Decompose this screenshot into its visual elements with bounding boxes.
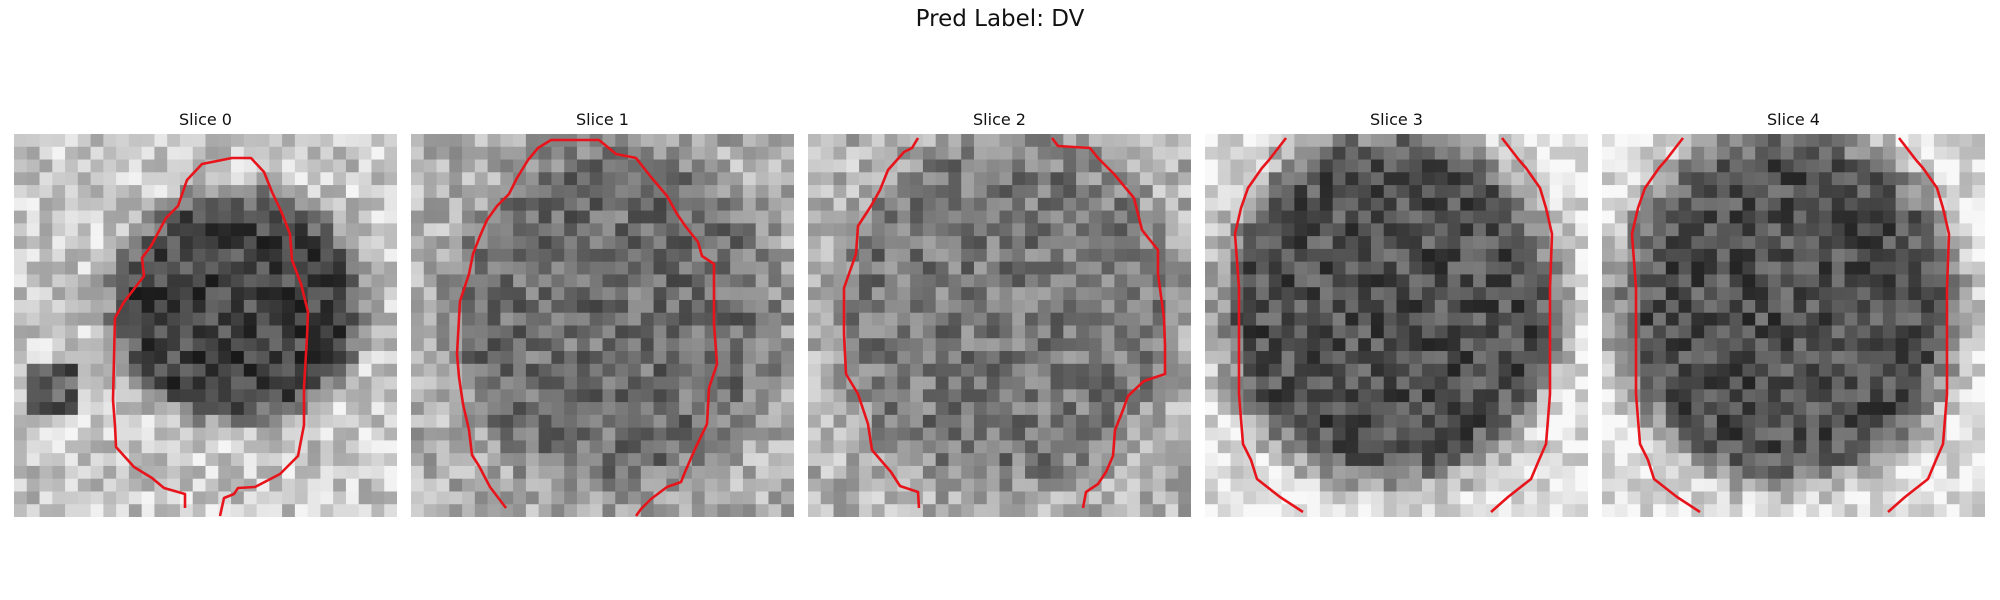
- segmentation-contour: [1490, 137, 1554, 513]
- segmentation-contour: [1233, 137, 1304, 514]
- slice-title: Slice 1: [576, 110, 629, 129]
- slice-image: [411, 134, 794, 517]
- slice-image: [1205, 134, 1588, 517]
- slice-image: [808, 134, 1191, 517]
- segmentation-contour: [111, 156, 310, 517]
- slice-title: Slice 4: [1767, 110, 1820, 129]
- segmentation-contour: [1050, 137, 1167, 509]
- segmentation-contour: [842, 137, 921, 509]
- segmentation-contour: [455, 138, 719, 517]
- slice-title: Slice 2: [973, 110, 1026, 129]
- segmentation-contour: [1630, 137, 1701, 514]
- slice-title: Slice 0: [179, 110, 232, 129]
- slice-image: [1602, 134, 1985, 517]
- figure-title: Pred Label: DV: [915, 6, 1085, 32]
- slice-image: [14, 134, 397, 517]
- segmentation-contour: [1887, 137, 1951, 513]
- slice-title: Slice 3: [1370, 110, 1423, 129]
